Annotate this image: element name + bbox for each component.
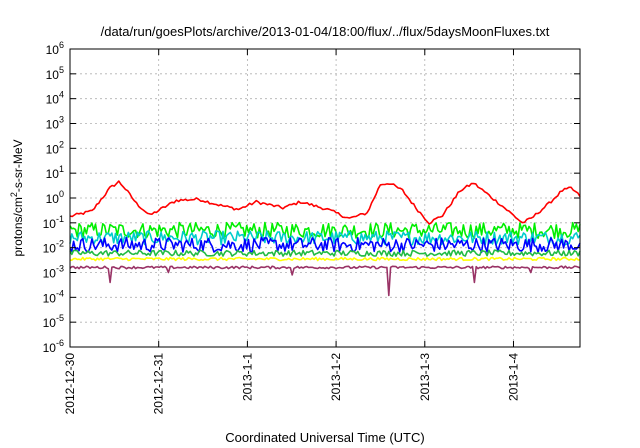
y-tick-label: 10-5	[43, 313, 64, 330]
y-axis-label-rest: -s-sr-MeV	[11, 139, 25, 192]
y-tick-exponent: -5	[56, 313, 64, 323]
y-tick-label: 10-6	[43, 338, 64, 355]
y-tick-base: 10	[43, 316, 57, 330]
y-tick-base: 10	[43, 242, 57, 256]
y-tick-label: 104	[46, 90, 64, 107]
y-tick-base: 10	[46, 167, 60, 181]
x-tick-label: 2012-12-31	[152, 353, 166, 415]
series-line-2	[69, 221, 581, 239]
x-tick-label: 2013-1-1	[240, 353, 254, 401]
y-axis: 10-610-510-410-310-210-11001011021031041…	[43, 40, 580, 355]
y-tick-base: 10	[43, 217, 57, 231]
y-tick-base: 10	[46, 68, 60, 82]
y-tick-base: 10	[46, 142, 60, 156]
x-tick-label: 2013-1-3	[418, 353, 432, 401]
y-tick-base: 10	[46, 192, 60, 206]
y-tick-exponent: -6	[56, 338, 64, 348]
x-tick-label: 2013-1-2	[329, 353, 343, 401]
x-tick-label: 2012-12-30	[63, 353, 77, 415]
y-tick-exponent: -1	[56, 214, 64, 224]
x-tick-label: 2013-1-4	[506, 353, 520, 401]
y-tick-label: 10-3	[43, 264, 64, 281]
y-tick-label: 103	[46, 115, 64, 132]
y-tick-exponent: 3	[59, 115, 64, 125]
y-tick-label: 106	[46, 40, 64, 57]
grid-lines	[70, 49, 580, 347]
y-tick-base: 10	[46, 43, 60, 57]
y-tick-label: 101	[46, 164, 64, 181]
series-line-5	[69, 249, 581, 257]
y-tick-exponent: -2	[56, 239, 64, 249]
y-tick-base: 10	[43, 267, 57, 281]
y-tick-base: 10	[46, 118, 60, 132]
y-tick-base: 10	[46, 93, 60, 107]
series-line-7	[69, 265, 581, 297]
y-axis-label-sup: 2	[9, 192, 19, 197]
y-tick-base: 10	[43, 341, 57, 355]
y-tick-base: 10	[43, 291, 57, 305]
y-tick-label: 100	[46, 189, 64, 206]
y-axis-label: protons/cm2-s-sr-MeV	[9, 139, 25, 256]
chart-title: /data/run/goesPlots/archive/2013-01-04/1…	[101, 24, 550, 39]
y-axis-label-main: protons/cm	[11, 197, 25, 256]
y-tick-exponent: 0	[59, 189, 64, 199]
y-tick-label: 102	[46, 139, 64, 156]
x-axis-label: Coordinated Universal Time (UTC)	[225, 430, 424, 445]
series-line-4	[69, 236, 581, 254]
x-axis: 2012-12-30 2012-12-31 2013-1-1 2013-1-2 2013…	[63, 49, 520, 414]
series-group	[69, 180, 581, 297]
y-tick-label: 10-1	[43, 214, 64, 231]
y-tick-exponent: -4	[56, 288, 64, 298]
y-tick-exponent: 4	[59, 90, 64, 100]
y-tick-label: 10-4	[43, 288, 64, 305]
y-tick-label: 10-2	[43, 239, 64, 256]
y-tick-exponent: 5	[59, 65, 64, 75]
y-tick-exponent: 1	[59, 164, 64, 174]
y-tick-label: 105	[46, 65, 64, 82]
y-tick-exponent: 6	[59, 40, 64, 50]
y-tick-exponent: -3	[56, 264, 64, 274]
series-line-6	[69, 256, 581, 262]
y-tick-exponent: 2	[59, 139, 64, 149]
series-line-1	[69, 180, 581, 225]
